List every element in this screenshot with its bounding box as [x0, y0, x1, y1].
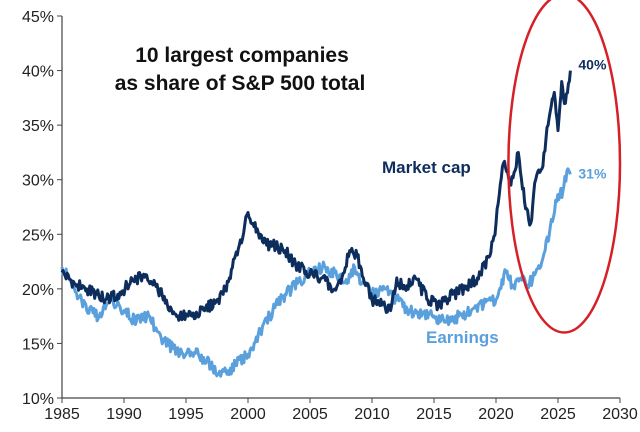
x-tick-label: 2015: [416, 406, 452, 423]
x-tick-label: 1985: [44, 406, 80, 423]
y-tick-label: 40%: [22, 64, 54, 81]
y-tick-label: 30%: [22, 173, 54, 190]
series-line-earnings: [60, 167, 572, 378]
y-tick-label: 20%: [22, 282, 54, 299]
y-tick-label: 15%: [22, 336, 54, 353]
x-tick-label: 2030: [602, 406, 638, 423]
x-tick-label: 2005: [292, 406, 328, 423]
x-tick-label: 2020: [478, 406, 514, 423]
chart-title-line-2: as share of S&P 500 total: [115, 72, 366, 95]
x-tick-label: 1990: [106, 406, 142, 423]
y-tick-label: 45%: [22, 9, 54, 26]
y-tick-label: 25%: [22, 227, 54, 244]
legend-label-earnings: Earnings: [426, 328, 499, 347]
y-tick-label: 35%: [22, 118, 54, 135]
y-tick-label: 10%: [22, 391, 54, 408]
highlight-ellipse: [507, 0, 622, 334]
end-label-earnings: 31%: [578, 165, 607, 181]
annotation-layer: [507, 0, 622, 334]
series-layer: [60, 70, 572, 378]
y-axis-ticks: 10% 15% 20% 25% 30% 35% 40% 45%: [22, 9, 62, 408]
x-tick-label: 1995: [168, 406, 204, 423]
x-tick-label: 2025: [540, 406, 576, 423]
x-tick-label: 2000: [230, 406, 266, 423]
chart-title-line-1: 10 largest companies: [135, 44, 349, 67]
axes: [61, 16, 620, 399]
series-labels: Market cap Earnings 40% 31%: [382, 57, 607, 347]
x-tick-label: 2010: [354, 406, 390, 423]
x-axis-ticks: 1985 1990 1995 2000 2005 2010 2015 2020 2025 2030: [44, 398, 638, 423]
end-label-market-cap: 40%: [578, 57, 607, 73]
series-line-market-cap: [60, 70, 572, 322]
legend-label-market-cap: Market cap: [382, 158, 471, 177]
